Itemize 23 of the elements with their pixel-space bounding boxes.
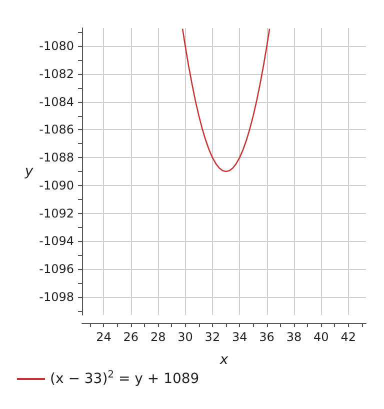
y-tick-label: -1090 [39,178,74,192]
y-axis-title: y [24,164,34,180]
y-tick-label: -1098 [39,290,74,304]
y-tick-label: -1082 [39,66,74,81]
x-tick-label: 32 [204,330,220,344]
x-tick-label: 24 [96,330,112,344]
x-tick-label: 28 [150,330,166,344]
y-tick-label: -1080 [39,39,74,54]
y-tick-label: -1092 [39,206,74,220]
x-tick-label: 30 [178,330,193,344]
y-tick-label: -1094 [39,234,74,248]
y-tick-label: -1084 [39,94,74,109]
x-tick-label: 38 [286,330,302,344]
x-tick-label: 26 [123,330,139,344]
y-tick-label: -1096 [39,262,74,276]
line-series [182,28,270,172]
x-tick-label: 40 [314,330,329,344]
x-tick-label: 34 [232,330,248,344]
x-tick-label: 36 [259,330,274,344]
y-tick-label: -1086 [39,122,74,137]
x-axis-title: x [218,352,229,368]
x-tick-label: 42 [340,330,356,344]
y-tick-label: -1088 [39,150,74,165]
